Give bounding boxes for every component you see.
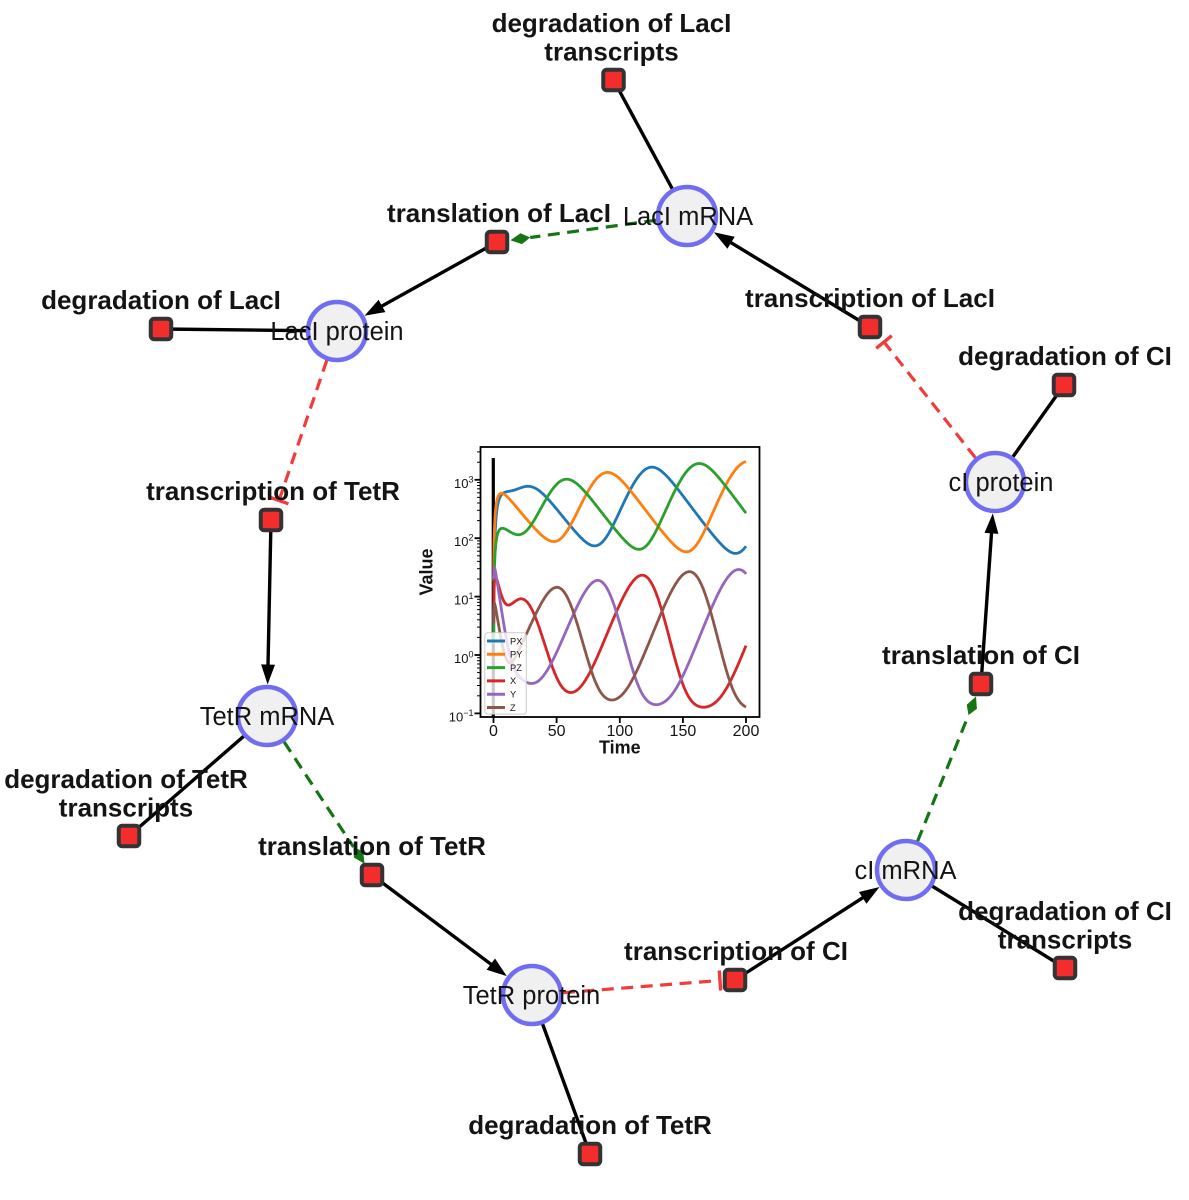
svg-text:200: 200 xyxy=(733,723,760,740)
svg-text:transcripts: transcripts xyxy=(544,37,678,67)
svg-text:translation of CI: translation of CI xyxy=(882,640,1080,670)
svg-text:degradation of LacI: degradation of LacI xyxy=(41,285,281,315)
svg-text:LacI protein: LacI protein xyxy=(270,318,403,346)
svg-text:translation of TetR: translation of TetR xyxy=(258,831,486,861)
svg-text:transcription of LacI: transcription of LacI xyxy=(745,283,995,313)
svg-text:transcription of CI: transcription of CI xyxy=(624,936,848,966)
svg-text:Z: Z xyxy=(510,703,516,713)
svg-text:100: 100 xyxy=(606,723,633,740)
svg-text:transcripts: transcripts xyxy=(59,793,193,823)
svg-text:transcripts: transcripts xyxy=(998,925,1132,955)
svg-text:cI mRNA: cI mRNA xyxy=(855,857,957,885)
svg-text:0: 0 xyxy=(489,723,498,740)
svg-text:PZ: PZ xyxy=(510,663,522,673)
svg-text:cI protein: cI protein xyxy=(949,469,1054,497)
svg-text:50: 50 xyxy=(548,723,566,740)
svg-text:X: X xyxy=(510,676,516,686)
svg-text:Time: Time xyxy=(599,738,641,758)
svg-text:Value: Value xyxy=(417,548,437,595)
svg-text:degradation of CI: degradation of CI xyxy=(958,896,1172,926)
svg-text:LacI mRNA: LacI mRNA xyxy=(623,203,753,231)
svg-text:transcription of TetR: transcription of TetR xyxy=(146,476,400,506)
svg-text:PY: PY xyxy=(510,650,522,660)
svg-text:degradation of LacI: degradation of LacI xyxy=(492,8,732,38)
svg-text:translation of LacI: translation of LacI xyxy=(387,198,611,228)
svg-text:degradation of TetR: degradation of TetR xyxy=(468,1110,712,1140)
svg-text:PX: PX xyxy=(510,636,522,646)
svg-text:Y: Y xyxy=(510,690,516,700)
svg-text:degradation of CI: degradation of CI xyxy=(958,341,1172,371)
svg-text:TetR protein: TetR protein xyxy=(463,982,601,1010)
svg-text:TetR mRNA: TetR mRNA xyxy=(200,703,335,731)
svg-text:degradation of TetR: degradation of TetR xyxy=(4,764,248,794)
svg-text:150: 150 xyxy=(670,723,697,740)
